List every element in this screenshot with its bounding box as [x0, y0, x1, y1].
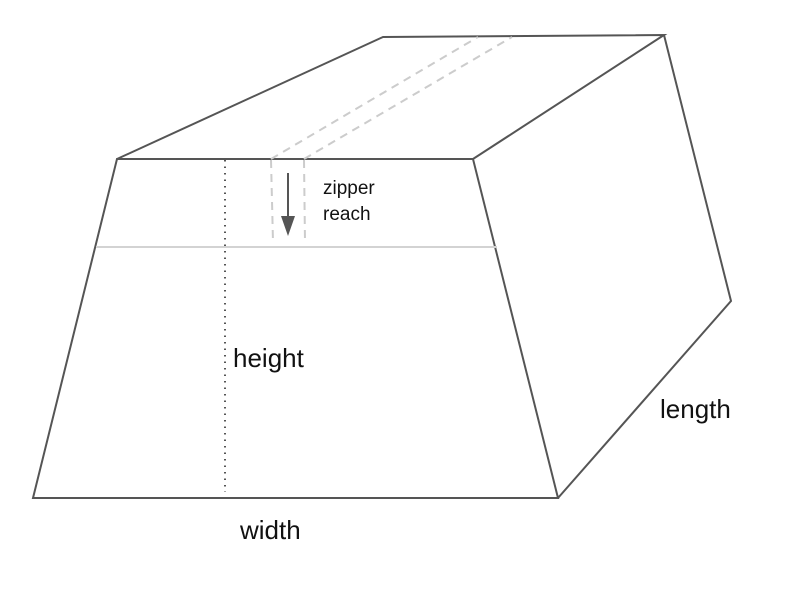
front-face [31, 158, 560, 499]
height-label: height [233, 343, 305, 373]
width-label: width [239, 515, 301, 545]
zipper-reach-label-line1: zipper [323, 178, 375, 199]
zipper-top-track [270, 36, 513, 160]
top-face [116, 33, 668, 160]
length-label: length [660, 394, 731, 424]
zipper-reach-label-line2: reach [323, 204, 371, 225]
side-face [557, 34, 733, 499]
zipper-reach-arrow [281, 173, 295, 236]
